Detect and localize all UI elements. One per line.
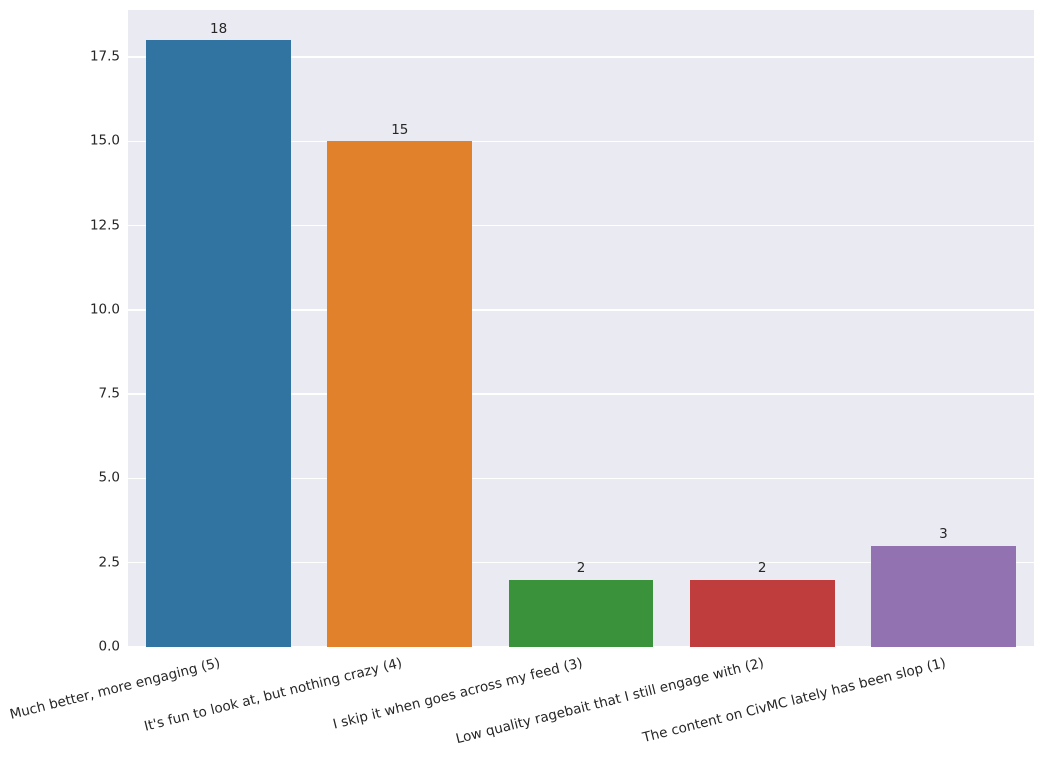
gridline [128, 309, 1034, 311]
y-tick-label: 10.0 [89, 301, 120, 318]
bar-value-label: 18 [210, 20, 228, 37]
bar [327, 141, 473, 647]
bar [689, 579, 835, 647]
gridline [128, 477, 1034, 480]
bar [146, 40, 292, 647]
bar-value-label: 2 [576, 560, 586, 577]
gridline [128, 224, 1034, 227]
gridline [128, 393, 1034, 395]
plot-area: 18 15 2 2 3 [128, 10, 1034, 648]
x-tick-label: The content on CivMC lately has been slo… [640, 655, 948, 747]
y-tick-label: 15.0 [89, 132, 120, 149]
gridline [128, 56, 1034, 58]
y-tick-label: 7.5 [98, 385, 120, 402]
bar [870, 545, 1016, 647]
bar [508, 579, 654, 647]
y-tick-label: 0.0 [98, 638, 120, 655]
gridline [128, 646, 1034, 648]
gridline [128, 140, 1034, 143]
gridline [128, 561, 1034, 564]
y-tick-label: 5.0 [98, 469, 120, 486]
y-tick-label: 12.5 [89, 216, 120, 233]
y-tick-label: 17.5 [89, 48, 120, 65]
y-tick-label: 2.5 [98, 553, 120, 570]
bar-value-label: 2 [757, 560, 767, 577]
x-tick-label: Low quality ragebait that I still engage… [454, 655, 766, 748]
bar-value-label: 15 [391, 121, 409, 138]
bar-value-label: 3 [939, 526, 948, 543]
